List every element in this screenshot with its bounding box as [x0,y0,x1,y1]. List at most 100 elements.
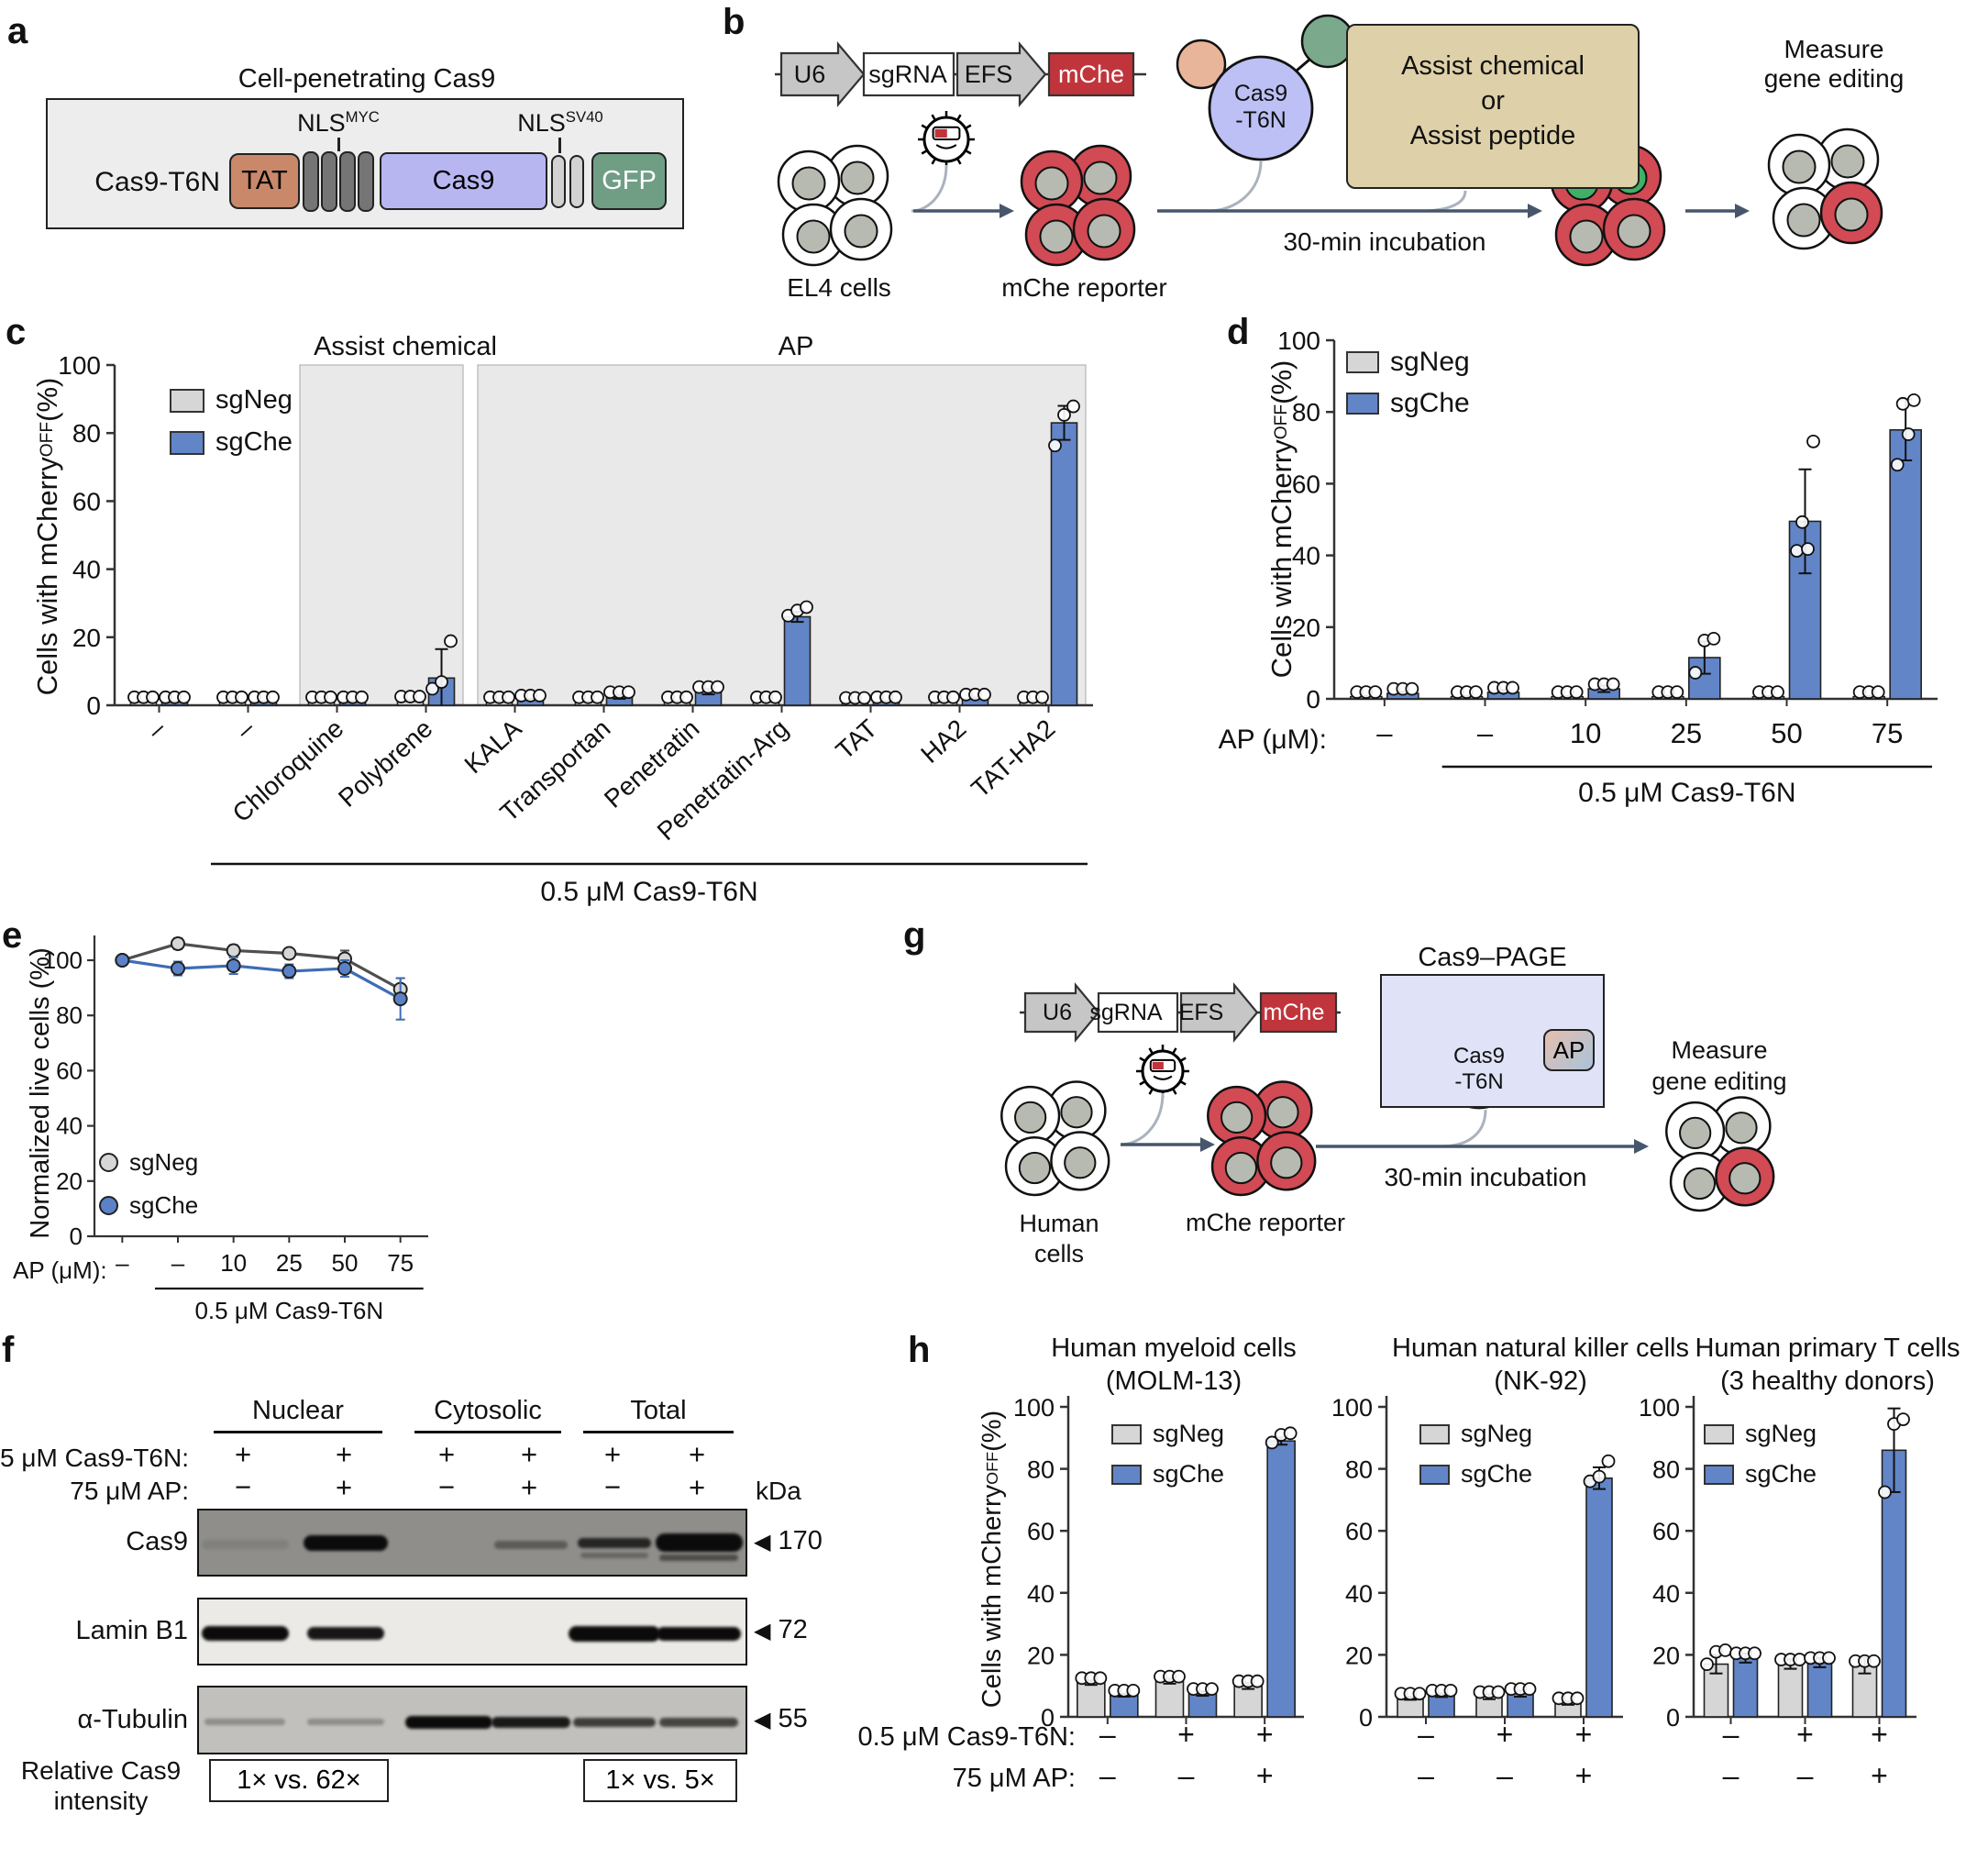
legend-sgNeg: sgNeg [170,385,293,415]
h2-title: Human natural killer cells (NK-92) [1392,1333,1689,1396]
x-tick-label: 50 [332,1249,359,1277]
blot-label-2: α-Tubulin [77,1704,188,1734]
mche-box [1259,991,1338,1034]
protein-band [659,1717,738,1727]
data-point [1801,542,1815,557]
data-point [502,690,515,704]
legend-label: sgChe [1153,1460,1225,1488]
data-point [1035,690,1049,704]
lane-condition: + [437,1438,456,1470]
data-point [1048,438,1062,453]
legend-sgNeg: sgNeg [1419,1420,1532,1448]
incubation-label-g: 30-min incubation [1384,1163,1587,1191]
intensity-box-nuclear: 1× vs. 62× [209,1759,389,1802]
condition-value: + [1177,1718,1195,1751]
condition-value: + [1871,1759,1888,1792]
cell-nucleus [1039,219,1074,254]
y-tick-label: 80 [1292,398,1320,426]
f-group-cytosolic: Cytosolic [434,1396,542,1425]
cell-nucleus [791,166,826,201]
data-point [591,690,604,704]
panel-letter-h: h [908,1330,931,1370]
data-point [1906,393,1921,407]
h-cas9-row-label: 0.5 μM Cas9-T6N: [857,1722,1077,1752]
data-point [1283,1426,1298,1441]
y-tick-label: 0 [70,1223,83,1250]
protein-band [578,1537,651,1548]
data-point [679,690,693,704]
data-point [355,690,369,704]
total-underline [583,1431,734,1433]
h-ap-row-label: 75 μM AP: [952,1764,1076,1793]
legend-sgChe: sgChe [1419,1460,1532,1488]
bar-sgChe [1585,1477,1613,1718]
e-ap-row-label: AP (μM): [13,1256,107,1284]
data-point [1895,396,1910,411]
condition-value: + [1256,1718,1274,1751]
x-tick-label: 50 [1771,717,1802,749]
data-point [1172,1669,1186,1684]
g-u6-label: U6 [1043,1000,1072,1025]
nls-myc-label: NLSMYC [297,108,380,137]
protein-band [569,1625,660,1642]
cell-nucleus [1830,144,1865,179]
connector-curve [1441,1109,1487,1148]
cas9-t6n-circle-label: Cas9 -T6N [1233,81,1288,133]
data-point [1706,631,1721,646]
data-point [235,690,248,704]
panel-letter-b: b [723,2,746,42]
promoter-arrow-icon [1179,981,1259,1044]
data-point [282,946,297,961]
f-group-nuclear: Nuclear [252,1396,344,1425]
data-point [1265,1435,1279,1450]
chart-e: 0 20 40 60 80 100 – – 10 25 50 750.5 μM Cas9-T6N [43,935,428,1324]
cell-nucleus [1014,1101,1047,1134]
h1-title: Human myeloid cells (MOLM-13) [1051,1333,1297,1396]
x-tick-label: – [230,714,260,745]
bar-sgChe [1732,1656,1759,1718]
lane-condition: + [335,1471,353,1503]
relative-intensity-label: Relative Cas9 intensity [20,1756,182,1815]
protein-band [573,1717,656,1727]
y-tick-label: 20 [1292,614,1320,642]
panel-letter-e: e [2,915,23,956]
legend-swatch [1704,1464,1734,1485]
y-tick-label: 80 [1345,1456,1373,1484]
data-point [1890,458,1905,472]
data-point [857,691,871,705]
y-tick-label: 100 [58,351,101,380]
cell-nucleus [1220,1101,1254,1134]
marker-arrow-icon: ◀ [754,1530,771,1555]
connector-curve [911,164,948,213]
y-tick-label: 40 [1652,1580,1680,1608]
legend-swatch [1419,1423,1450,1444]
protein-band [201,1540,289,1549]
legend-swatch [170,388,204,413]
data-point [226,943,241,958]
data-point [1405,681,1419,696]
promoter-arrow-icon [1023,981,1100,1044]
legend-swatch [1704,1423,1734,1444]
protein-band [659,1554,738,1561]
x-tick-label: – [171,1249,185,1277]
data-point [266,690,280,704]
flow-arrowhead [1735,204,1750,218]
y-tick-label: 80 [1652,1456,1680,1484]
data-point [622,685,635,700]
assist-or-text: or [1481,86,1505,116]
y-tick-label: 40 [1345,1580,1373,1608]
panel-letter-c: c [6,312,27,352]
condition-value: – [1418,1759,1434,1792]
data-point [889,690,902,704]
gfp-domain: GFP [591,152,667,210]
data-point [533,689,547,703]
nls-sv40-tick [558,138,561,153]
intensity-box-total: 1× vs. 5× [583,1759,737,1802]
cas9-t6n-circle [1208,55,1314,161]
legend-label: sgNeg [1745,1420,1817,1447]
connector-curve [1419,190,1467,213]
bar-sgChe [1806,1662,1833,1718]
blot-label-0: Cas9 [126,1527,188,1556]
y-tick-label: 60 [1345,1518,1373,1545]
